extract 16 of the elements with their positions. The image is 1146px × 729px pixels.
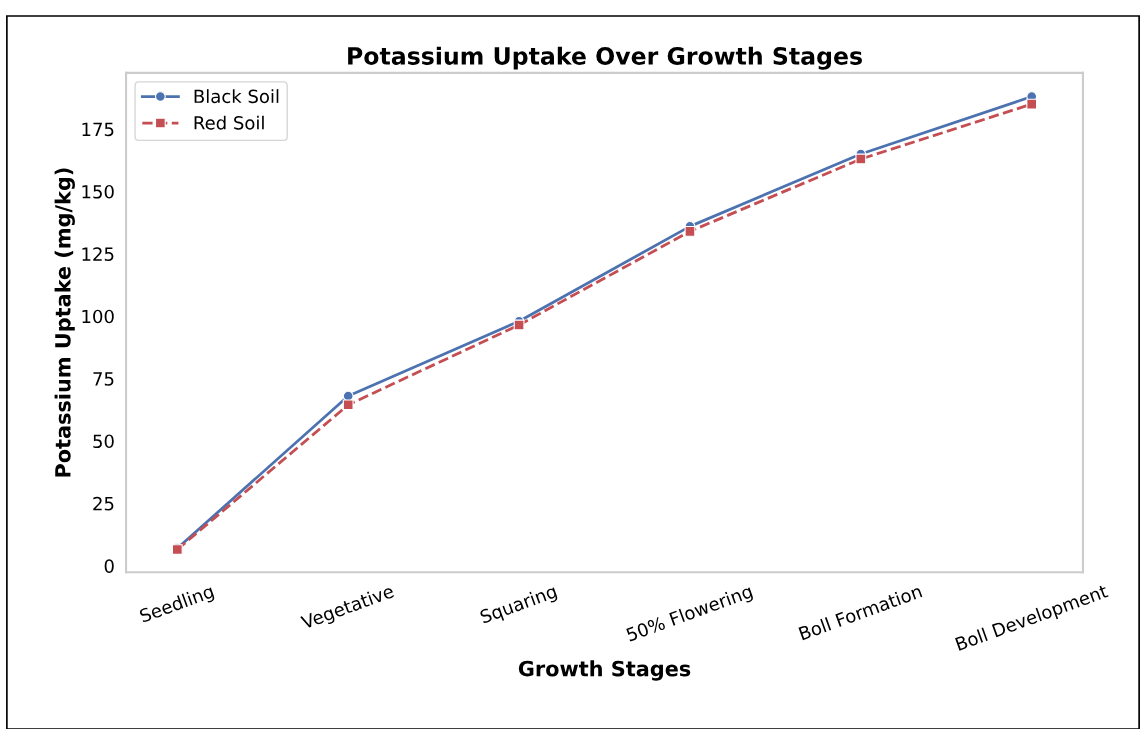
y-tick-label: 100 <box>82 309 114 324</box>
legend-label: Red Soil <box>194 115 264 130</box>
y-tick-label: 175 <box>82 122 114 137</box>
y-tick-label: 150 <box>82 184 114 199</box>
point <box>855 153 867 165</box>
legend-label: Black Soil <box>194 89 279 104</box>
y-tick-label: 75 <box>93 372 114 386</box>
y-tick-label: 25 <box>93 496 114 511</box>
y-tick-label: 50 <box>93 434 114 449</box>
y-axis-title: Potassium Uptake (mg/kg) <box>54 168 75 477</box>
y-tick-label: 0 <box>104 559 114 573</box>
point <box>342 399 354 411</box>
x-axis-title: Growth Stages <box>518 660 691 681</box>
y-tick-label: 125 <box>82 247 114 261</box>
chart-title: Potassium Uptake Over Growth Stages <box>348 46 862 70</box>
point <box>684 225 696 237</box>
